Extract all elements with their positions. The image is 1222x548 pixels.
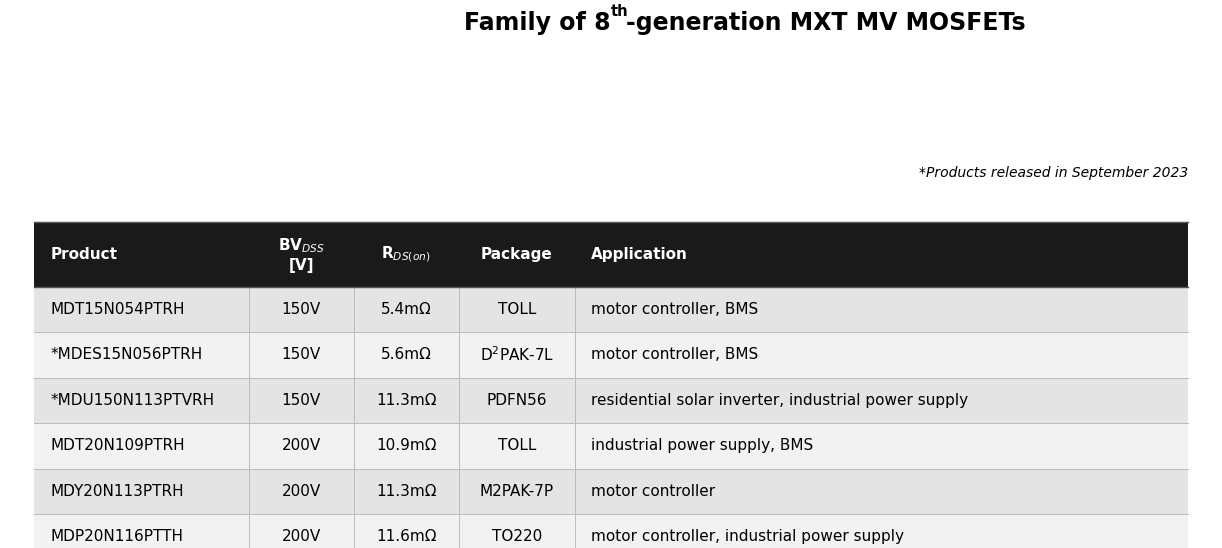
Text: th: th [611,4,628,19]
Text: -generation MXT MV MOSFETs: -generation MXT MV MOSFETs [626,11,1025,35]
Text: MDY20N113PTRH: MDY20N113PTRH [50,484,185,499]
Text: Package: Package [481,247,552,262]
Text: *Products released in September 2023: *Products released in September 2023 [919,165,1188,180]
Text: Application: Application [591,247,688,262]
Text: R$_{DS(on)}$: R$_{DS(on)}$ [381,244,431,264]
Text: 150V: 150V [281,393,321,408]
Text: 5.6mΩ: 5.6mΩ [381,347,431,362]
Text: residential solar inverter, industrial power supply: residential solar inverter, industrial p… [591,393,969,408]
Text: 11.3mΩ: 11.3mΩ [376,393,436,408]
Text: 200V: 200V [281,484,321,499]
Text: PDFN56: PDFN56 [486,393,547,408]
Text: MDT20N109PTRH: MDT20N109PTRH [50,438,185,453]
Text: 5.4mΩ: 5.4mΩ [381,302,431,317]
Text: TOLL: TOLL [497,438,536,453]
Text: 200V: 200V [281,529,321,544]
Text: 150V: 150V [281,302,321,317]
Text: MDP20N116PTTH: MDP20N116PTTH [50,529,183,544]
Text: 10.9mΩ: 10.9mΩ [376,438,436,453]
Text: Family of 8: Family of 8 [464,11,611,35]
Text: *MDU150N113PTVRH: *MDU150N113PTVRH [50,393,215,408]
Text: TOLL: TOLL [497,302,536,317]
Text: industrial power supply, BMS: industrial power supply, BMS [591,438,814,453]
Text: Product: Product [50,247,117,262]
Text: 11.6mΩ: 11.6mΩ [376,529,436,544]
Text: 150V: 150V [281,347,321,362]
Text: motor controller: motor controller [591,484,716,499]
Text: M2PAK-7P: M2PAK-7P [480,484,554,499]
Text: TO220: TO220 [492,529,543,544]
Text: motor controller, BMS: motor controller, BMS [591,302,759,317]
Text: MDT15N054PTRH: MDT15N054PTRH [50,302,185,317]
Text: D$^2$PAK-7L: D$^2$PAK-7L [480,345,554,364]
Text: motor controller, BMS: motor controller, BMS [591,347,759,362]
Text: *MDES15N056PTRH: *MDES15N056PTRH [50,347,203,362]
Text: motor controller, industrial power supply: motor controller, industrial power suppl… [591,529,904,544]
Text: 200V: 200V [281,438,321,453]
Text: BV$_{DSS}$
[V]: BV$_{DSS}$ [V] [277,236,325,272]
Text: 11.3mΩ: 11.3mΩ [376,484,436,499]
